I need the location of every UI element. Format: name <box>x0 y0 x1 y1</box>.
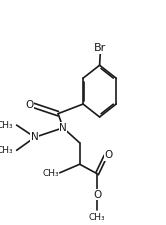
Text: CH₃: CH₃ <box>42 169 59 178</box>
Text: O: O <box>104 150 113 160</box>
Text: Br: Br <box>94 43 107 53</box>
Text: O: O <box>25 100 33 110</box>
Text: CH₃: CH₃ <box>0 146 14 155</box>
Text: CH₃: CH₃ <box>89 213 105 222</box>
Text: N: N <box>59 123 67 133</box>
Text: N: N <box>31 132 39 142</box>
Text: CH₃: CH₃ <box>0 121 14 130</box>
Text: O: O <box>93 190 101 200</box>
